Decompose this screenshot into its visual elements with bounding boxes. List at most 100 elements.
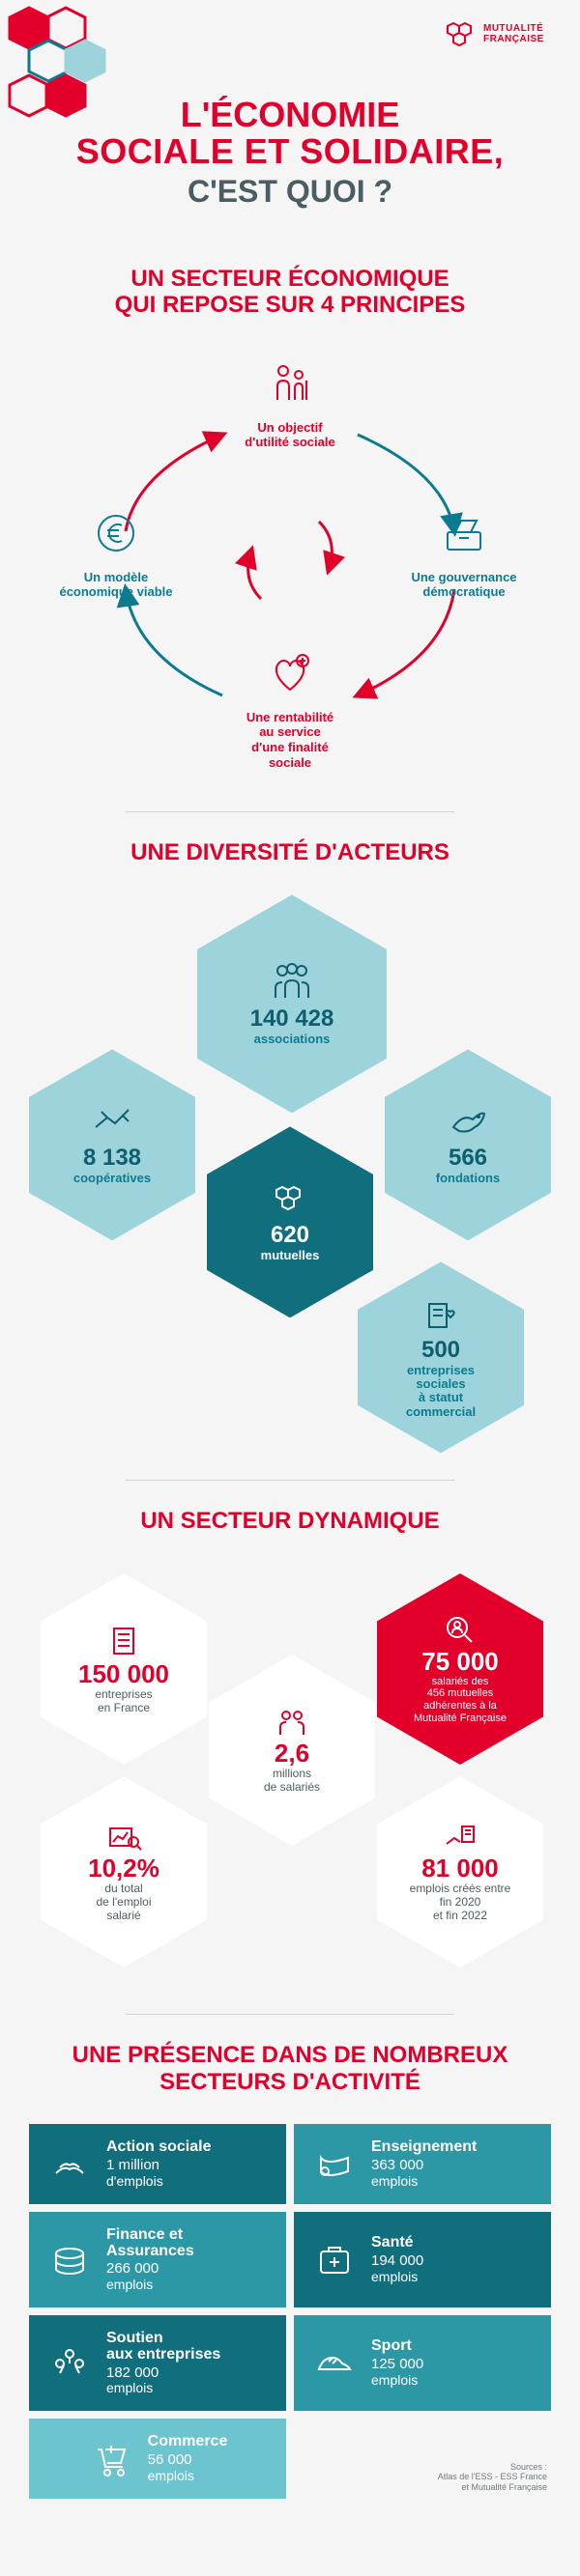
dyn-mutsalaries-l2: 456 mutuelles xyxy=(414,1687,507,1700)
sector-sport: Sport 125 000 emplois xyxy=(294,2315,551,2411)
sources-l3: et Mutualité Française xyxy=(438,2482,547,2493)
sector-finance: Finance et Assurances 266 000 emplois xyxy=(29,2212,286,2307)
team-icon xyxy=(46,2340,93,2387)
principles-heading-l1: UN SECTEUR ÉCONOMIQUE xyxy=(29,266,551,293)
sector-5-title: Sport xyxy=(371,2338,423,2355)
dyn-emplois-l3: et fin 2022 xyxy=(410,1910,511,1923)
dyn-mutsalaries-l4: Mutualité Française xyxy=(414,1713,507,1725)
dyn-emplois-value: 81 000 xyxy=(421,1855,499,1881)
actor-entreprises: 500 entreprises sociales à statut commer… xyxy=(358,1261,524,1453)
actor-associations-label: associations xyxy=(243,1033,342,1046)
dyn-entreprises-l1: entreprises xyxy=(95,1688,152,1702)
actor-entreprises-l3: à statut xyxy=(406,1391,476,1404)
sector-2-title-l1: Finance et xyxy=(106,2227,194,2244)
sectors-grid: Action sociale 1 million d'emplois Ensei… xyxy=(0,2114,580,2528)
sector-1-title: Enseignement xyxy=(371,2139,477,2156)
actor-entreprises-l1: entreprises xyxy=(406,1364,476,1377)
actor-mutuelles-value: 620 xyxy=(271,1222,309,1249)
actor-fondations: 566 fondations xyxy=(385,1049,551,1240)
dyn-percent-value: 10,2% xyxy=(88,1855,160,1881)
dynamic-heading: UN SECTEUR DYNAMIQUE xyxy=(29,1508,551,1535)
dyn-mutsalaries-value: 75 000 xyxy=(421,1649,499,1674)
actor-cooperatives: 8 138 coopératives xyxy=(29,1049,195,1240)
principle-left-l2: économique viable xyxy=(29,584,203,600)
dyn-emploi-percent: 10,2% du total de l'emploi salarié xyxy=(41,1776,207,1967)
sector-sante: Santé 194 000 emplois xyxy=(294,2212,551,2307)
actor-entreprises-l2: sociales xyxy=(406,1377,476,1391)
actor-associations: 140 428 associations xyxy=(197,894,387,1113)
sector-4-unit: emplois xyxy=(106,2380,220,2395)
sector-enseignement: Enseignement 363 000 emplois xyxy=(294,2124,551,2204)
sources-l2: Atlas de l'ESS - ESS France xyxy=(438,2472,547,2482)
shoe-icon xyxy=(311,2340,358,2387)
actors-hex-grid: 140 428 associations 8 138 coopératives … xyxy=(0,885,580,1455)
medkit-icon xyxy=(311,2236,358,2282)
principles-diagram: Un objectif d'utilité sociale Une gouver… xyxy=(29,338,551,782)
dyn-salaries: 2,6 millions de salariés xyxy=(209,1655,375,1846)
sector-action-sociale: Action sociale 1 million d'emplois xyxy=(29,2124,286,2204)
sector-1-unit: emplois xyxy=(371,2173,477,2189)
principle-bottom-l1: Une rentabilité xyxy=(203,710,377,725)
dyn-emplois-crees: 81 000 emplois créés entre fin 2020 et f… xyxy=(377,1776,543,1967)
sectors-heading: UNE PRÉSENCE DANS DE NOMBREUX SECTEURS D… xyxy=(29,2042,551,2095)
building-icon xyxy=(104,1623,143,1657)
dyn-emplois-l1: emplois créés entre xyxy=(410,1882,511,1896)
building-heart-icon xyxy=(421,1296,460,1331)
cart-icon xyxy=(88,2436,134,2482)
dyn-mutsalaries-l1: salariés des xyxy=(414,1676,507,1688)
coins-icon xyxy=(46,2236,93,2282)
dyn-entreprises-value: 150 000 xyxy=(78,1661,169,1686)
sectors-heading-l2: SECTEURS D'ACTIVITÉ xyxy=(29,2069,551,2096)
ballot-box-icon xyxy=(438,507,490,559)
logo-line1: MUTUALITÉ xyxy=(483,23,544,34)
principle-bottom-l3: d'une finalité xyxy=(203,740,377,755)
dyn-mutuelles-salaries: 75 000 salariés des 456 mutuelles adhére… xyxy=(377,1573,543,1765)
sector-0-unit: d'emplois xyxy=(106,2173,211,2189)
logo: MUTUALITÉ FRANÇAISE xyxy=(445,19,551,48)
principle-left-l1: Un modèle xyxy=(29,570,203,585)
principle-top-l2: d'utilité sociale xyxy=(203,435,377,450)
actor-entreprises-value: 500 xyxy=(421,1337,460,1364)
dyn-salaries-l2: de salariés xyxy=(264,1781,320,1795)
people-icon xyxy=(273,1706,311,1737)
logo-line2: FRANÇAISE xyxy=(483,34,544,44)
principle-right-l1: Une gouvernance xyxy=(377,570,551,585)
sector-0-value: 1 million xyxy=(106,2157,160,2173)
people-group-icon xyxy=(268,961,316,1000)
dyn-percent-l2: de l'emploi xyxy=(97,1896,152,1910)
principle-left: Un modèle économique viable xyxy=(29,507,203,600)
sector-1-value: 363 000 xyxy=(371,2157,423,2173)
sector-soutien: Soutien aux entreprises 182 000 emplois xyxy=(29,2315,286,2411)
diploma-icon xyxy=(311,2140,358,2187)
dyn-entreprises: 150 000 entreprises en France xyxy=(41,1573,207,1765)
sector-4-title-l1: Soutien xyxy=(106,2331,220,2347)
actor-cooperatives-label: coopératives xyxy=(62,1172,162,1185)
title-line3: C'EST QUOI ? xyxy=(29,174,551,210)
hands-icon xyxy=(46,2140,93,2187)
header: MUTUALITÉ FRANÇAISE L'ÉCONOMIE SOCIALE E… xyxy=(0,0,580,239)
dyn-entreprises-l2: en France xyxy=(95,1702,152,1715)
hex-logo-icon xyxy=(271,1181,309,1216)
people-elderly-icon xyxy=(264,357,316,410)
sector-2-value: 266 000 xyxy=(106,2260,159,2277)
principle-right: Une gouvernance démocratique xyxy=(377,507,551,600)
actor-fondations-label: fondations xyxy=(424,1172,511,1185)
header-hex-decor xyxy=(0,0,135,174)
sector-3-title: Santé xyxy=(371,2235,423,2251)
sector-6-value: 56 000 xyxy=(148,2451,192,2468)
sector-6-title: Commerce xyxy=(148,2434,228,2450)
actors-heading: UNE DIVERSITÉ D'ACTEURS xyxy=(29,839,551,866)
principle-bottom-l4: sociale xyxy=(203,755,377,771)
sources: Sources : Atlas de l'ESS - ESS France et… xyxy=(294,2419,551,2499)
dyn-mutsalaries-l3: adhérentes à la xyxy=(414,1700,507,1713)
euro-circle-icon xyxy=(90,507,142,559)
principle-top-l1: Un objectif xyxy=(203,420,377,436)
principles-heading: UN SECTEUR ÉCONOMIQUE QUI REPOSE SUR 4 P… xyxy=(29,266,551,319)
logo-text: MUTUALITÉ FRANÇAISE xyxy=(483,23,544,44)
principles-heading-l2: QUI REPOSE SUR 4 PRINCIPES xyxy=(29,292,551,319)
sector-2-unit: emplois xyxy=(106,2277,194,2292)
dove-icon xyxy=(446,1104,490,1139)
sector-2-title-l2: Assurances xyxy=(106,2244,194,2260)
principle-bottom-l2: au service xyxy=(203,724,377,740)
actor-associations-value: 140 428 xyxy=(250,1005,334,1033)
